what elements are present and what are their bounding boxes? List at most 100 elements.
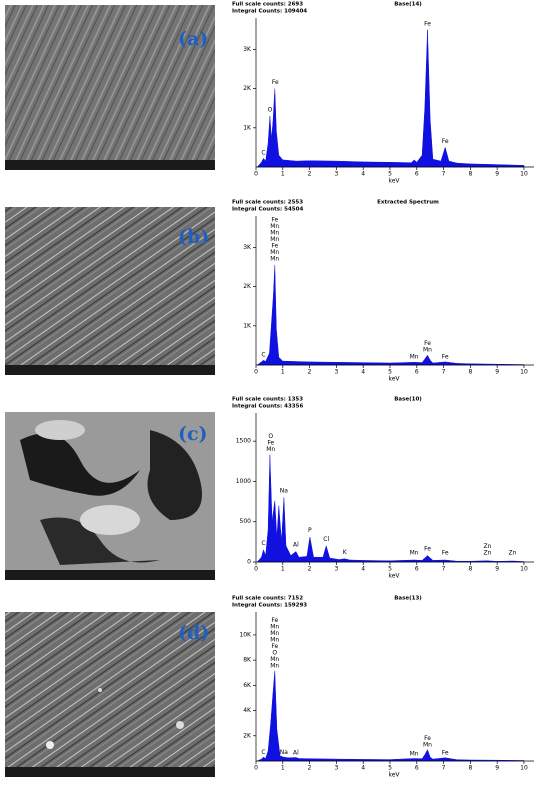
spectrum bbox=[257, 670, 525, 762]
peak-label: Mn bbox=[266, 446, 275, 453]
x-tick-label: 4 bbox=[361, 765, 365, 772]
peak-label: Mn bbox=[410, 354, 419, 361]
peak-label: Zn bbox=[484, 550, 492, 557]
y-tick-label: 1500 bbox=[236, 438, 251, 445]
x-tick-label: 3 bbox=[334, 765, 338, 772]
x-tick-label: 5 bbox=[388, 369, 392, 376]
x-tick-label: 4 bbox=[361, 369, 365, 376]
peak-label: Fe bbox=[267, 439, 274, 446]
x-tick-label: 0 bbox=[254, 369, 258, 376]
peak-label: P bbox=[308, 527, 312, 534]
y-tick-label: 2K bbox=[243, 85, 252, 92]
x-tick-label: 0 bbox=[254, 566, 258, 573]
chart-title: Base(13) bbox=[394, 596, 422, 602]
panel-label: (c) bbox=[178, 423, 208, 445]
y-tick-label: 3K bbox=[243, 46, 252, 53]
peak-label: Fe bbox=[442, 354, 449, 361]
sem-image-d bbox=[5, 612, 215, 777]
x-tick-label: 5 bbox=[388, 566, 392, 573]
peak-label: Mn bbox=[270, 624, 279, 631]
x-tick-label: 1 bbox=[281, 369, 285, 376]
x-tick-label: 3 bbox=[334, 369, 338, 376]
header-text: Full scale counts: 1353 bbox=[232, 397, 303, 403]
peak-label: Mn bbox=[270, 230, 279, 237]
header-text: Full scale counts: 7152 bbox=[232, 596, 303, 602]
peak-label: O bbox=[272, 650, 277, 657]
x-tick-label: 7 bbox=[442, 369, 446, 376]
peak-label: Fe bbox=[272, 79, 279, 86]
header-text: Integral Counts: 109404 bbox=[232, 9, 307, 15]
x-tick-label: 8 bbox=[468, 171, 472, 178]
peak-label: Fe bbox=[271, 617, 278, 624]
x-axis-label: keV bbox=[388, 772, 400, 779]
panel-label: (d) bbox=[178, 622, 209, 644]
x-tick-label: 0 bbox=[254, 765, 258, 772]
x-tick-label: 2 bbox=[308, 765, 312, 772]
peak-label: Fe bbox=[442, 138, 449, 145]
y-tick-label: 2K bbox=[243, 283, 252, 290]
y-tick-label: 6K bbox=[243, 682, 252, 689]
x-tick-label: 0 bbox=[254, 171, 258, 178]
x-tick-label: 3 bbox=[334, 566, 338, 573]
y-tick-label: 10K bbox=[239, 631, 252, 638]
x-tick-label: 10 bbox=[520, 171, 528, 178]
peak-label: Mn bbox=[270, 256, 279, 263]
peak-label: Na bbox=[280, 488, 288, 495]
x-tick-label: 2 bbox=[308, 171, 312, 178]
peak-label: K bbox=[343, 549, 348, 556]
peak-label: Mn bbox=[423, 347, 432, 354]
x-tick-label: 4 bbox=[361, 171, 365, 178]
header-text: Full scale counts: 2693 bbox=[232, 2, 303, 8]
peak-label: Fe bbox=[442, 550, 449, 557]
chart-title: Base(14) bbox=[394, 2, 422, 8]
x-tick-label: 8 bbox=[468, 765, 472, 772]
peak-label: Cl bbox=[323, 536, 329, 543]
x-tick-label: 9 bbox=[495, 765, 499, 772]
x-tick-label: 8 bbox=[468, 566, 472, 573]
peak-label: Mn bbox=[270, 249, 279, 256]
y-tick-label: 1K bbox=[243, 322, 252, 329]
peak-label: O bbox=[268, 107, 273, 114]
y-tick-label: 1000 bbox=[236, 478, 251, 485]
x-tick-label: 7 bbox=[442, 765, 446, 772]
peak-label: Fe bbox=[271, 217, 278, 224]
x-tick-label: 5 bbox=[388, 171, 392, 178]
peak-label: Zn bbox=[484, 543, 492, 550]
y-tick-label: 1K bbox=[243, 124, 252, 131]
header-text: Integral Counts: 54504 bbox=[232, 207, 303, 213]
header-text: Full scale counts: 2553 bbox=[232, 200, 303, 206]
peak-label: Mn bbox=[423, 742, 432, 749]
x-tick-label: 10 bbox=[520, 369, 528, 376]
x-tick-label: 6 bbox=[415, 566, 419, 573]
peak-label: Mn bbox=[410, 550, 419, 557]
x-tick-label: 2 bbox=[308, 369, 312, 376]
x-tick-label: 1 bbox=[281, 566, 285, 573]
y-tick-label: 500 bbox=[240, 518, 252, 525]
x-tick-label: 2 bbox=[308, 566, 312, 573]
x-tick-label: 9 bbox=[495, 369, 499, 376]
peak-label: C bbox=[261, 150, 265, 157]
x-tick-label: 6 bbox=[415, 765, 419, 772]
x-tick-label: 8 bbox=[468, 369, 472, 376]
x-tick-label: 9 bbox=[495, 171, 499, 178]
spectrum bbox=[256, 29, 525, 168]
x-axis-label: keV bbox=[388, 178, 400, 185]
y-tick-label: 8K bbox=[243, 657, 252, 664]
x-tick-label: 5 bbox=[388, 765, 392, 772]
y-tick-label: 3K bbox=[243, 244, 252, 251]
peak-label: C bbox=[261, 540, 265, 547]
peak-label: Fe bbox=[424, 20, 431, 27]
x-tick-label: 4 bbox=[361, 566, 365, 573]
spectrum bbox=[256, 454, 525, 563]
peak-label: Mn bbox=[270, 223, 279, 230]
peak-label: Fe bbox=[424, 340, 431, 347]
x-axis-label: keV bbox=[388, 376, 400, 383]
x-tick-label: 6 bbox=[415, 171, 419, 178]
sem-image-c bbox=[5, 412, 215, 580]
x-tick-label: 9 bbox=[495, 566, 499, 573]
chart-title: Extracted Spectrum bbox=[377, 200, 439, 206]
x-tick-label: 10 bbox=[520, 765, 528, 772]
peak-label: Fe bbox=[271, 243, 278, 250]
x-axis-label: keV bbox=[388, 573, 400, 580]
